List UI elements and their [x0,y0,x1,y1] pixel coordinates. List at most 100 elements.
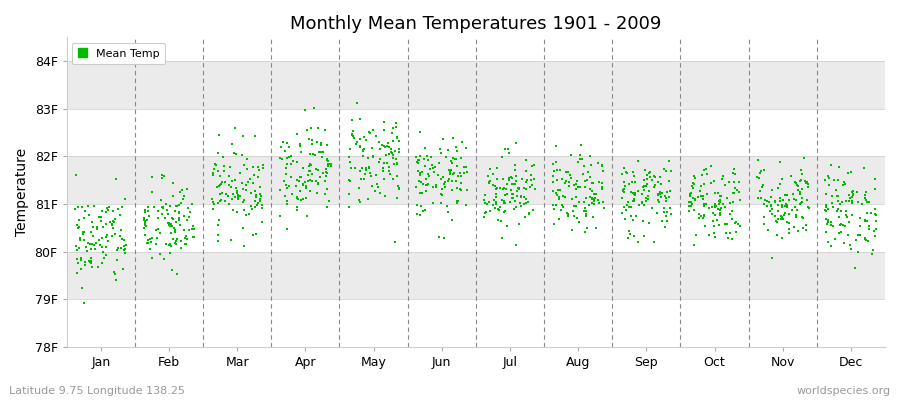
Point [794,167,808,174]
Point [638,183,652,190]
Point [440,203,454,209]
Point [184,200,199,207]
Point [697,201,711,208]
Point [832,230,846,236]
Point [842,242,857,249]
Point [489,198,503,205]
Point [837,179,851,186]
Point [837,222,851,229]
Point [833,221,848,228]
Point [156,204,170,211]
Point [385,150,400,156]
Point [213,182,228,188]
Point [642,170,656,176]
Point [508,197,523,204]
Point [634,191,649,198]
Point [222,182,237,189]
Point [209,162,223,168]
Point [219,191,233,198]
Point [459,164,473,171]
Point [634,200,649,206]
Point [591,197,606,203]
Point [94,218,108,224]
Point [819,216,833,222]
Point [775,202,789,208]
Point [173,188,187,195]
Point [168,241,183,247]
Point [772,198,787,204]
Point [450,198,464,204]
Point [572,152,587,158]
Point [545,161,560,167]
Point [770,216,785,222]
Point [238,182,253,188]
Point [296,182,310,188]
Point [638,195,652,201]
Point [845,192,859,199]
Point [852,232,867,238]
Point [721,234,735,241]
Point [837,240,851,246]
Point [435,186,449,192]
Point [789,207,804,213]
Point [353,144,367,150]
Point [411,157,426,164]
Point [793,189,807,195]
Point [359,167,374,174]
Point [775,176,789,182]
Point [493,204,508,210]
Point [225,178,239,184]
Point [616,188,630,195]
Point [119,242,133,248]
Point [178,241,193,248]
Point [111,245,125,252]
Point [233,170,248,176]
Point [449,178,464,184]
Point [640,196,654,202]
Point [510,188,525,194]
Point [833,222,848,228]
Point [685,201,699,208]
Point [622,180,636,187]
Point [454,187,468,193]
Point [790,183,805,189]
Point [651,191,665,198]
Point [368,188,382,194]
Point [242,210,256,217]
Point [794,200,808,206]
Point [303,161,318,167]
Point [184,208,198,215]
Point [508,181,522,188]
Point [436,136,450,142]
Point [85,264,99,270]
Point [166,192,180,199]
Point [841,214,855,220]
Point [616,204,631,210]
Point [724,208,739,214]
Point [151,208,166,214]
Point [299,183,313,189]
Point [687,207,701,214]
Point [822,182,836,188]
Point [712,221,726,228]
Point [356,152,370,159]
Point [662,178,677,184]
Point [175,238,189,244]
Point [688,175,702,182]
Point [434,176,448,182]
Point [140,217,154,223]
Point [789,196,804,203]
Point [549,167,563,174]
Point [454,170,468,176]
Point [755,183,770,190]
Point [302,177,317,184]
Point [686,180,700,186]
Point [362,165,376,172]
Point [829,186,843,193]
Point [390,161,404,167]
Point [832,201,847,208]
Point [627,190,642,196]
Point [821,206,835,212]
Point [687,172,701,179]
Point [319,173,333,179]
